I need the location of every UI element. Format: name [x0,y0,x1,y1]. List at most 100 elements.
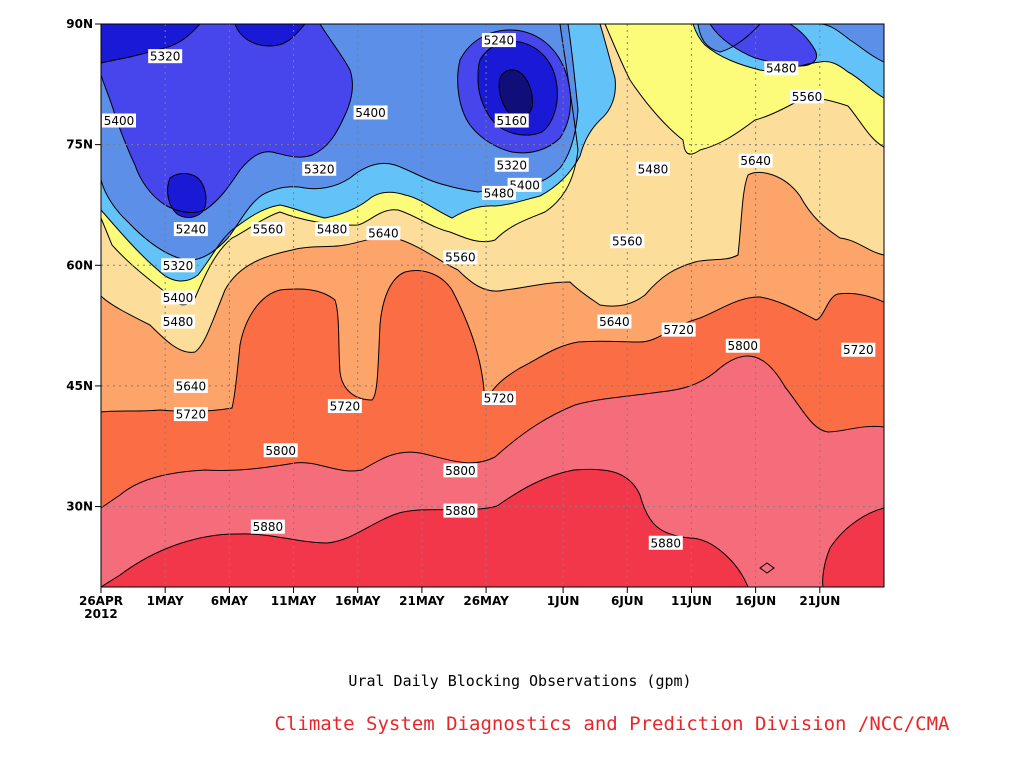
contour-label-box [507,177,542,192]
contour-label: 5720 [173,407,208,422]
contour-label: 5480 [315,222,350,237]
contour-label-box [841,342,876,357]
contour-label-text: 5560 [792,90,823,104]
contour-label-box [173,222,208,237]
contour-label-box [725,338,760,353]
x-tick-label: 11JUN [671,594,712,608]
contour-label: 5640 [738,153,773,168]
contour-label: 5560 [789,89,824,104]
contour-label: 5640 [597,314,632,329]
contour-label: 5400 [102,113,136,128]
contour-label: 5320 [302,161,337,176]
contour-label-box [494,157,529,172]
credit-line: Climate System Diagnostics and Predictio… [274,713,950,735]
contour-label: 5880 [648,535,683,550]
contour-label: 5400 [161,290,196,305]
contour-label: 5480 [764,61,799,76]
contour-label-text: 5480 [766,62,797,76]
contour-label-text: 5720 [176,408,207,422]
contour-label-box [148,49,183,64]
contour-label-text: 5480 [317,223,348,237]
contour-label-box [481,390,516,405]
contour-label-text: 5320 [150,50,181,64]
contour-label-text: 5720 [330,400,361,414]
contour-label-text: 5720 [484,391,515,405]
contour-label-box [161,314,196,329]
contour-label: 5160 [494,113,529,128]
contour-label: 5800 [725,338,760,353]
x-tick-label: 6MAY [211,594,248,608]
contour-label-box [764,61,799,76]
contour-label-text: 5720 [843,343,874,357]
contour-label-box [173,378,208,393]
contour-label-box [173,407,208,422]
contour-label: 5800 [263,443,298,458]
contour-label-box [610,234,645,249]
contour-fill-layer [101,24,884,587]
contour-label-box [250,519,285,534]
contour-label-box [648,535,683,550]
contour-label-box [161,290,196,305]
contour-label: 5800 [443,463,478,478]
y-tick-label: 45N [66,379,93,393]
contour-label: 5640 [366,226,401,241]
contour-label: 5320 [148,49,183,64]
contour-label-box [250,222,285,237]
contour-label-text: 5480 [163,315,194,329]
y-tick-label: 30N [66,500,93,514]
x-tick-label: 26APR [79,594,123,608]
contour-label-box [161,258,196,273]
contour-label-box [494,113,529,128]
contour-label: 5400 [353,105,388,120]
contour-label-text: 5640 [176,379,207,393]
grid-layer [101,24,884,587]
contour-label-box [263,443,298,458]
contour-label-text: 5320 [163,259,194,273]
x-tick-label: 16JUN [735,594,776,608]
contour-label-box [102,113,136,128]
contour-label-box [738,153,773,168]
contour-label-text: 5480 [484,186,515,200]
contour-label-text: 5640 [368,227,399,241]
x-tick-year-label: 2012 [84,607,117,621]
contour-label-text: 5480 [638,162,669,176]
contour-label: 5480 [635,161,670,176]
contour-label-text: 5800 [265,444,296,458]
contour-label-box [302,161,337,176]
contour-label: 5640 [173,378,208,393]
contour-label-box [597,314,632,329]
contour-label-text: 5400 [509,178,540,192]
x-tick-label: 1JUN [547,594,580,608]
contour-label: 5240 [173,222,208,237]
contour-label-text: 5800 [445,464,476,478]
contour-label-text: 5880 [253,520,284,534]
band-5240-5320 [101,24,817,213]
chart-subtitle: Ural Daily Blocking Observations (gpm) [348,672,692,690]
contour-label: 5720 [481,390,516,405]
contour-label-text: 5560 [445,251,476,265]
contour-label: 5560 [610,234,645,249]
contour-label-text: 5400 [355,106,386,120]
contour-label: 5880 [443,503,478,518]
contour-label: 5400 [507,177,542,192]
contour-label-box [353,105,388,120]
contour-label-text: 5560 [253,223,284,237]
contour-label-box [481,185,516,200]
contour-label-text: 5240 [484,34,515,48]
contour-label-text: 5720 [663,323,694,337]
contour-label-text: 5560 [612,235,643,249]
contour-label: 5240 [481,33,516,48]
contour-label-text: 5320 [496,158,527,172]
contour-label-text: 5240 [176,223,207,237]
x-tick-label: 11MAY [271,594,317,608]
contour-label-text: 5400 [104,114,135,128]
contour-label-box [366,226,401,241]
contour-label-box [315,222,350,237]
contour-label-text: 5400 [163,291,194,305]
x-tick-label: 26MAY [463,594,509,608]
x-tick-label: 21MAY [399,594,445,608]
contour-label: 5720 [841,342,876,357]
